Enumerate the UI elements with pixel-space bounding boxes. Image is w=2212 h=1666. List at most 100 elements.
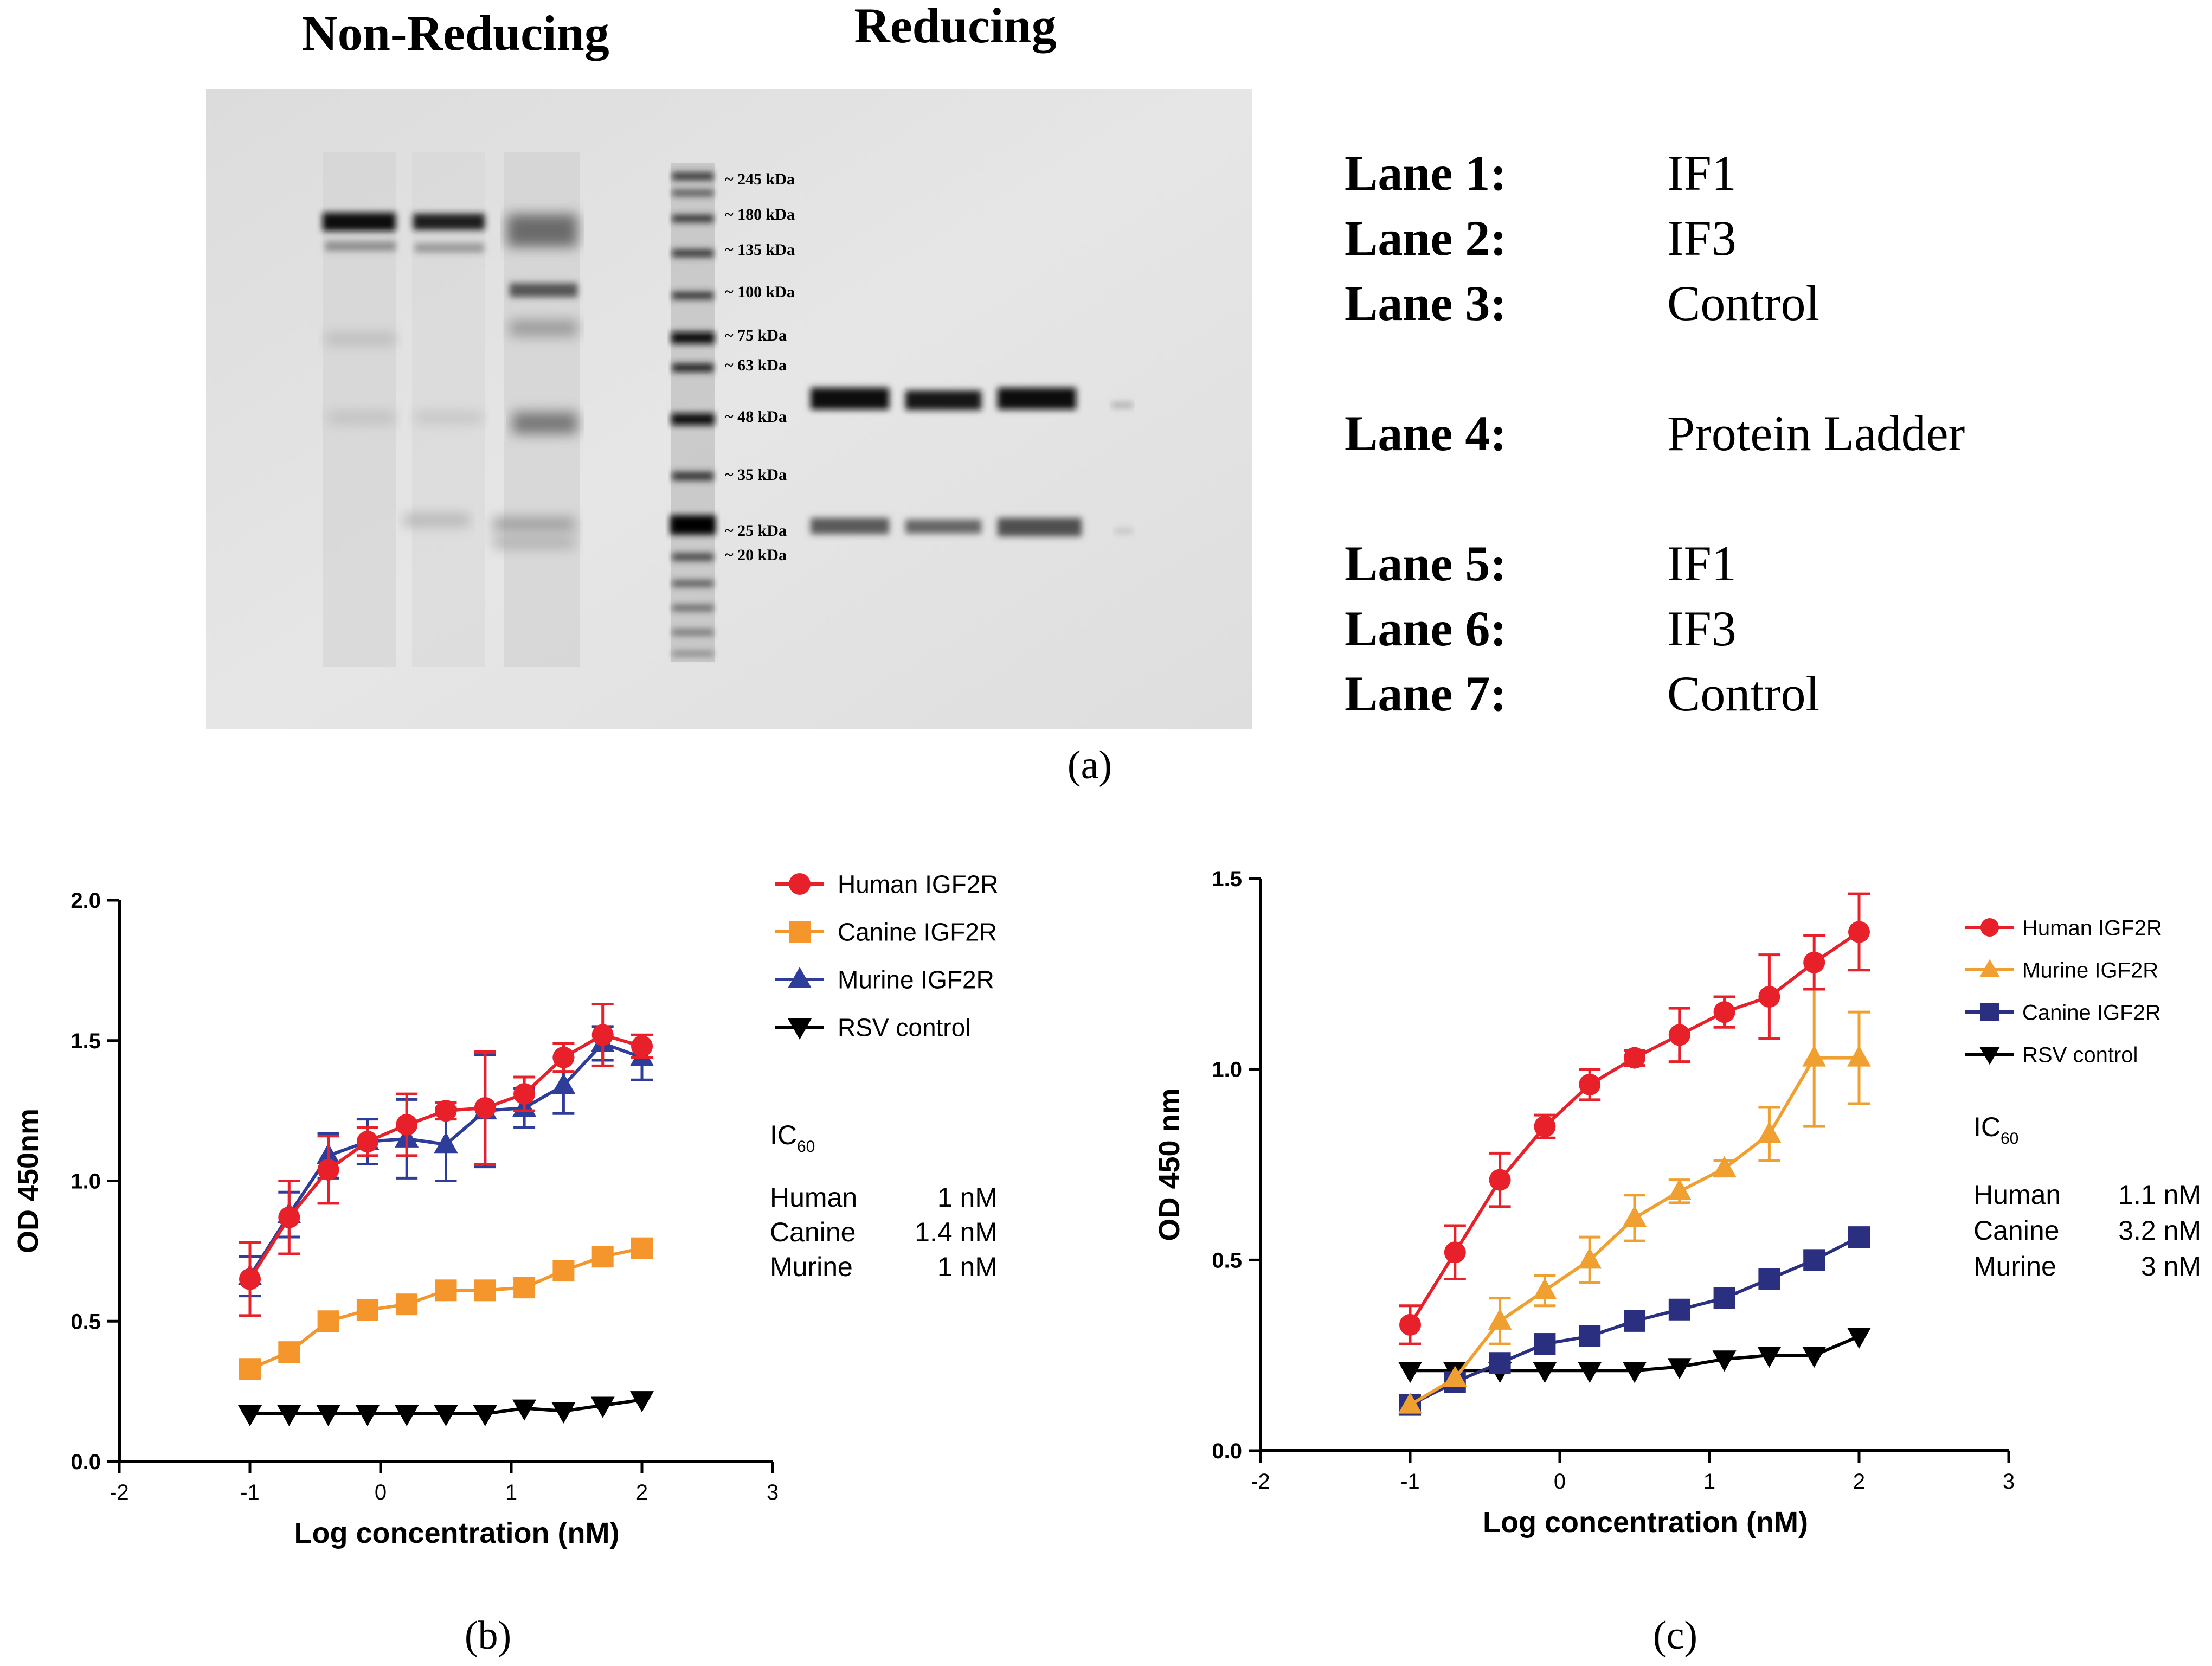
y-tick-label: 0.5 <box>1212 1248 1242 1272</box>
data-point <box>474 1279 496 1302</box>
lane-content: IF3 <box>1667 601 1737 656</box>
x-tick-label: 3 <box>767 1481 779 1504</box>
lane-content: Protein Ladder <box>1667 406 1965 461</box>
lane-content: IF3 <box>1667 210 1737 266</box>
lane-label: Lane 4: <box>1345 406 1507 461</box>
x-tick-label: -2 <box>1251 1470 1270 1494</box>
data-point <box>1757 1122 1782 1143</box>
ic-value: 1.4 nM <box>915 1217 998 1247</box>
data-point <box>512 1399 537 1421</box>
data-point <box>1713 1001 1735 1023</box>
y-tick-label: 1.5 <box>70 1029 101 1053</box>
chart-b: -2 -1 0 1 2 3 0.0 0.5 1.0 1.5 2.0 Log concentration… <box>12 870 999 1549</box>
data-point <box>788 1018 812 1040</box>
data-point <box>1803 1249 1825 1271</box>
marker-label: ~ 75 kDa <box>725 326 787 344</box>
marker-label: ~ 245 kDa <box>725 170 795 188</box>
data-point <box>277 1405 301 1427</box>
data-point <box>1713 1287 1735 1309</box>
legend-label: RSV control <box>838 1014 970 1042</box>
legend-label: Canine IGF2R <box>2022 1001 2161 1024</box>
lane-label: Lane 6: <box>1345 601 1507 656</box>
legend-item: Canine IGF2R <box>775 918 997 946</box>
ic-table-b: IC60 Human 1 nM Canine 1.4 nM Murine 1 nM <box>770 1120 998 1282</box>
marker-label: ~ 180 kDa <box>725 206 795 223</box>
panel-label-c: (c) <box>1653 1613 1697 1658</box>
legend-item: Human IGF2R <box>775 870 999 899</box>
data-point <box>1398 1392 1422 1414</box>
data-point <box>317 1310 339 1332</box>
data-point <box>1399 1313 1421 1336</box>
data-point <box>630 1391 654 1413</box>
series-murine-igf2r <box>1398 988 1871 1414</box>
ic-title: IC60 <box>1973 1112 2018 1148</box>
data-point <box>1712 1156 1737 1177</box>
data-point <box>1758 1268 1780 1290</box>
data-point <box>1980 918 1999 937</box>
y-tick-label: 0.0 <box>1212 1439 1242 1463</box>
series-human-igf2r <box>1399 892 1870 1345</box>
legend-item: Canine IGF2R <box>1965 1001 2161 1024</box>
data-point <box>1980 1003 1999 1021</box>
data-point <box>435 1279 457 1302</box>
legend-label: Human IGF2R <box>838 870 999 899</box>
series-line <box>249 1246 642 1370</box>
ic-value: 3 nM <box>2141 1251 2201 1281</box>
series-human-igf2r <box>239 1002 653 1317</box>
x-axis-label: Log concentration (nM) <box>1483 1506 1808 1539</box>
data-point <box>1533 1278 1557 1299</box>
legend-item: RSV control <box>1965 1043 2138 1067</box>
protein-ladder <box>670 163 716 662</box>
data-point <box>396 1293 418 1316</box>
legend-label: Murine IGF2R <box>838 966 994 994</box>
ic-name: Murine <box>1973 1251 2056 1281</box>
data-point <box>355 1405 380 1427</box>
lane-label: Lane 2: <box>1345 210 1507 266</box>
data-point <box>1979 959 2000 977</box>
data-point <box>1624 1047 1645 1069</box>
data-point <box>473 1405 497 1427</box>
data-point <box>591 1246 614 1268</box>
data-point <box>435 1100 457 1122</box>
data-point <box>789 873 811 895</box>
lane-content: Control <box>1667 666 1819 721</box>
data-point <box>1668 1024 1690 1046</box>
x-tick-label: -1 <box>240 1481 260 1504</box>
series-canine-igf2r <box>1399 1226 1870 1416</box>
lane-label: Lane 7: <box>1345 666 1507 721</box>
y-axis-label: OD 450nm <box>12 1108 44 1253</box>
gel-header-nonreducing: Non-Reducing <box>301 5 609 61</box>
legend-item: Murine IGF2R <box>1965 958 2158 982</box>
y-axis-label: OD 450 nm <box>1153 1088 1186 1241</box>
legend-item: Human IGF2R <box>1965 916 2162 940</box>
data-point <box>552 1260 575 1282</box>
ic-value: 1.1 nM <box>2118 1180 2201 1210</box>
data-point <box>551 1402 576 1424</box>
ic-table-c: IC60 Human 1.1 nM Canine 3.2 nM Murine 3 nM <box>1973 1112 2201 1281</box>
marker-label: ~ 135 kDa <box>725 241 795 259</box>
data-point <box>1668 1298 1690 1321</box>
ic-name: Human <box>1973 1180 2061 1210</box>
data-point <box>238 1405 262 1427</box>
series-line <box>1409 930 1860 1326</box>
x-tick-label: 2 <box>1853 1470 1865 1494</box>
data-point <box>1533 1362 1557 1383</box>
data-point <box>1758 986 1780 1008</box>
data-point <box>513 1083 536 1105</box>
data-point <box>395 1405 419 1427</box>
data-point <box>590 1396 615 1418</box>
x-tick-label: -2 <box>110 1481 129 1504</box>
series-rsv-control <box>238 1391 654 1427</box>
gel-header-reducing: Reducing <box>854 0 1056 53</box>
data-point <box>1578 1247 1602 1269</box>
data-point <box>1534 1333 1556 1355</box>
lane-label: Lane 5: <box>1345 536 1507 591</box>
data-point <box>631 1237 653 1259</box>
marker-label: ~ 48 kDa <box>725 408 787 426</box>
data-point <box>356 1131 378 1153</box>
series-canine-igf2r <box>239 1237 653 1380</box>
marker-label: ~ 63 kDa <box>725 356 787 374</box>
x-tick-label: 0 <box>1554 1470 1566 1494</box>
data-point <box>474 1097 496 1119</box>
